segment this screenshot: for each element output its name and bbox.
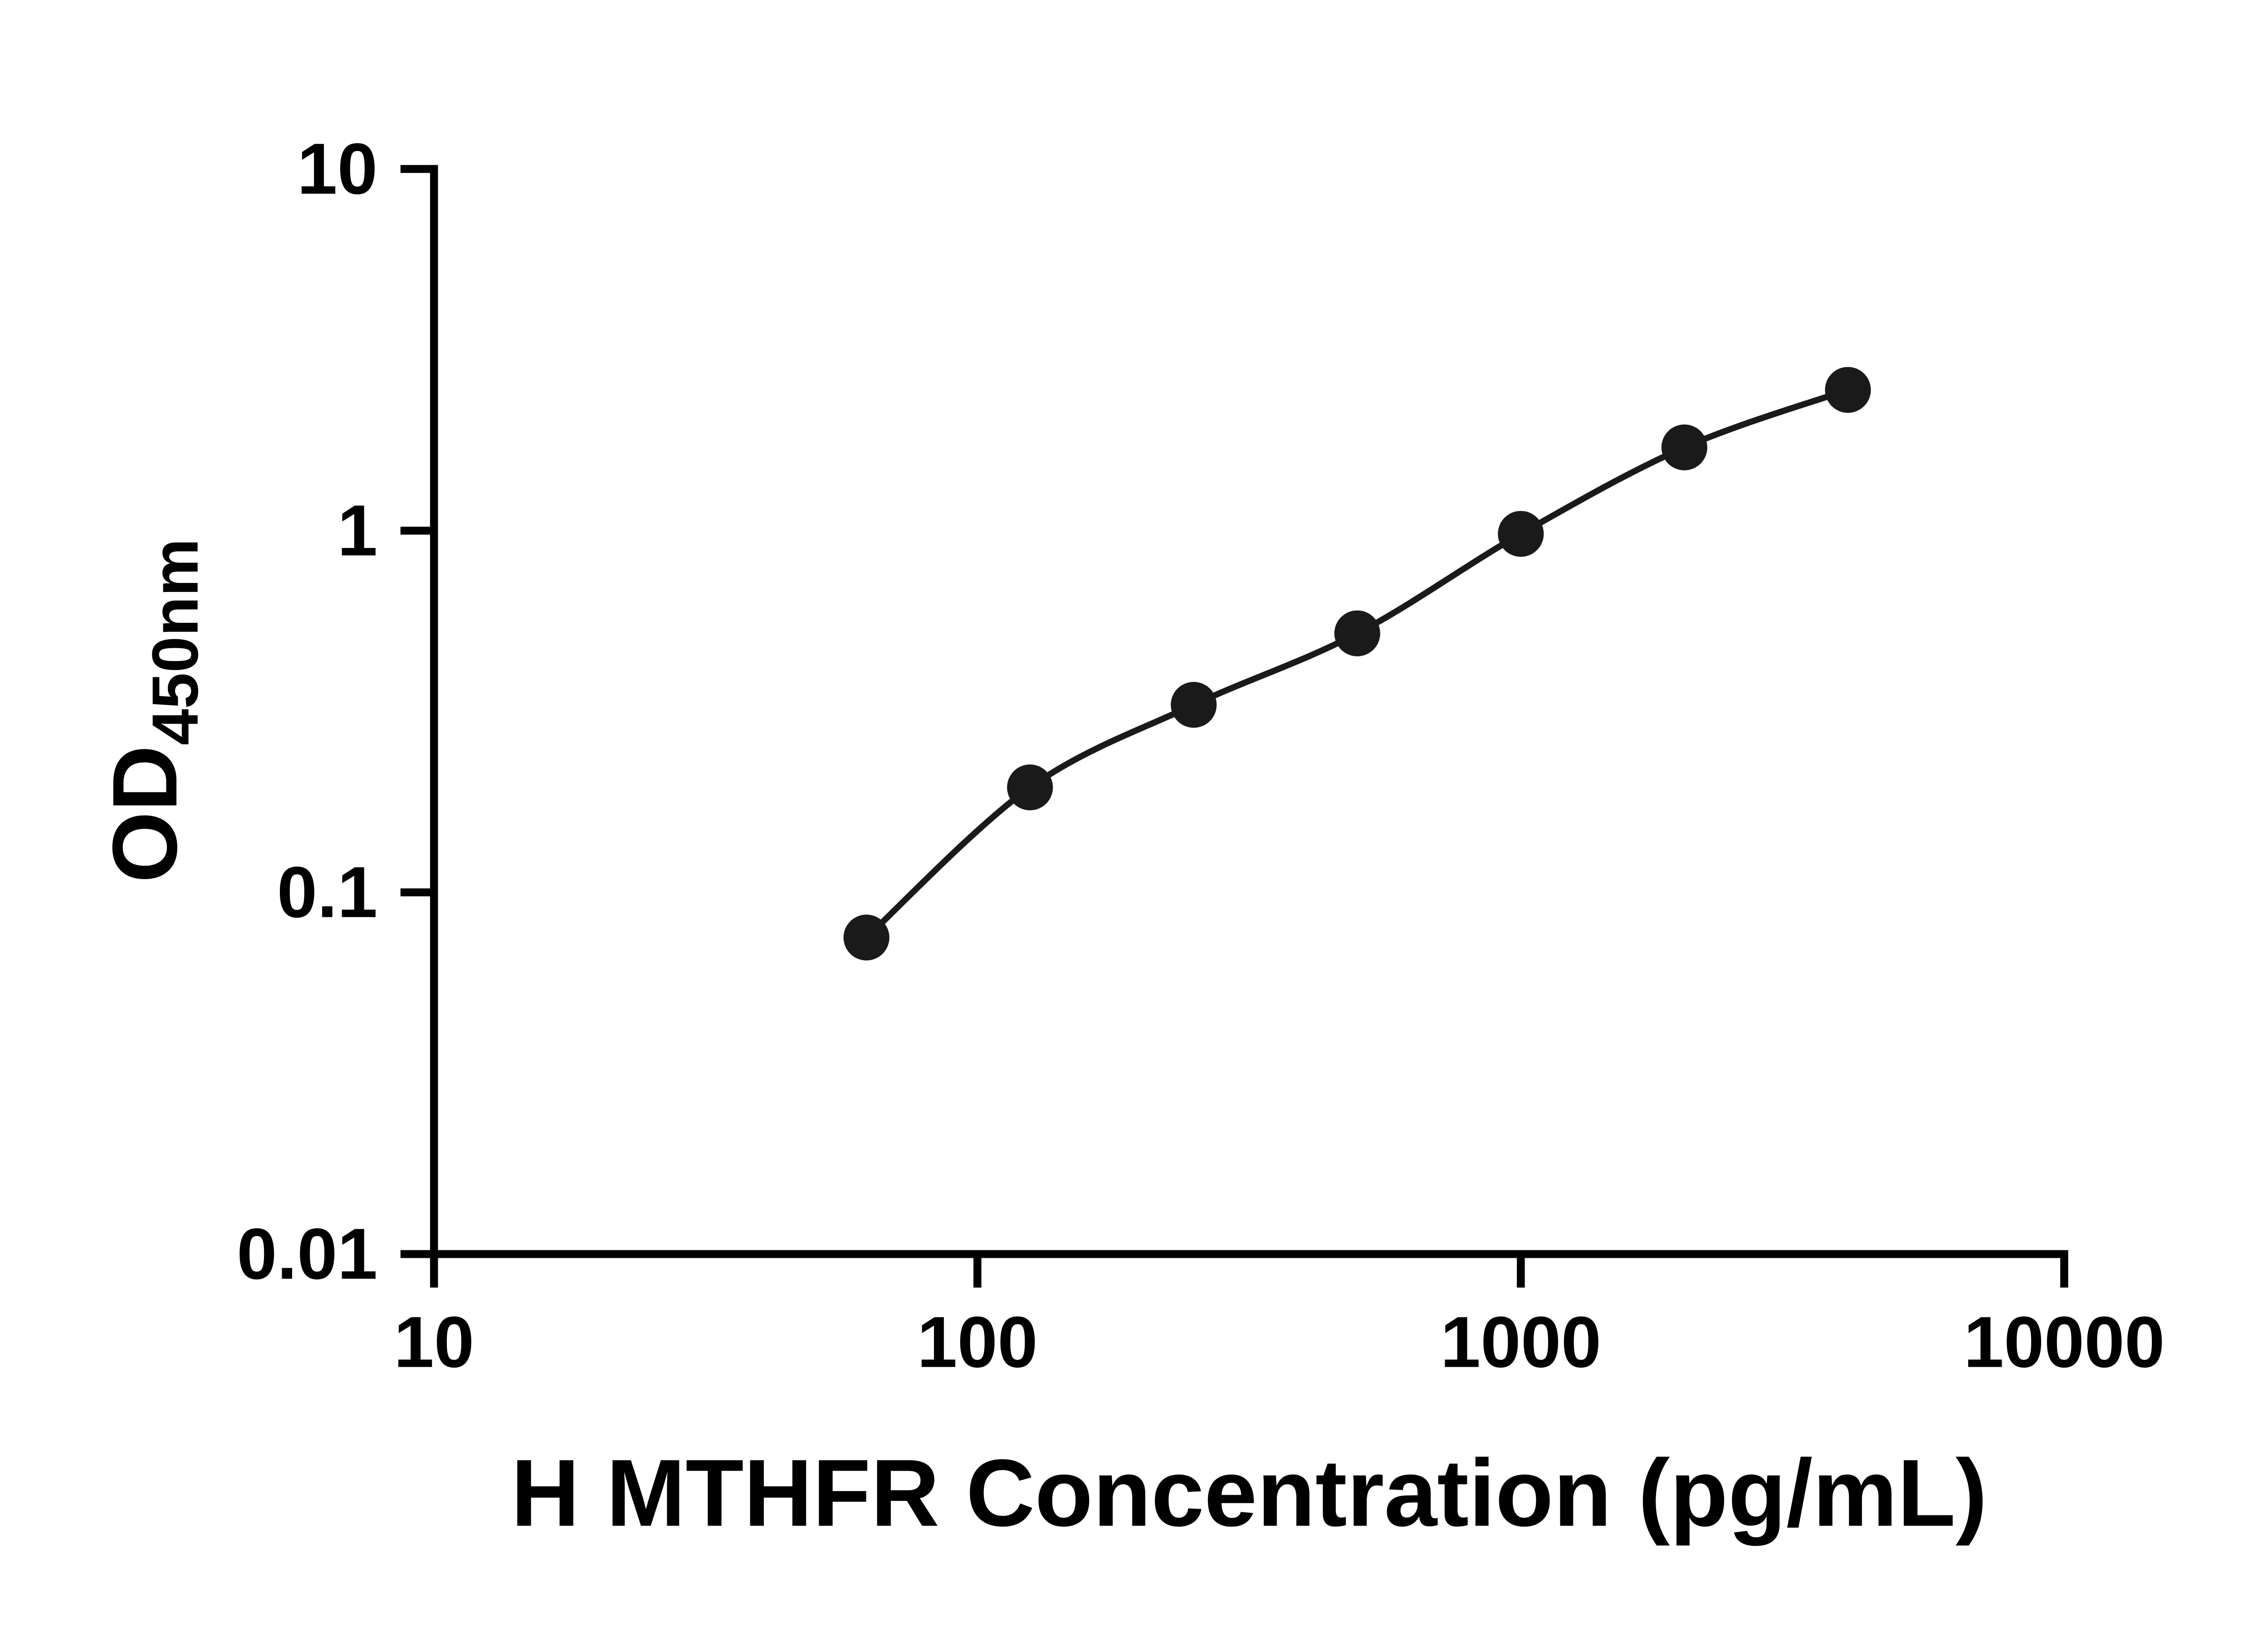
axis-spines (430, 165, 2068, 1258)
data-point (1661, 424, 1707, 470)
data-point (1171, 682, 1217, 728)
data-point (1498, 511, 1544, 557)
y-axis-title: OD450nm (93, 538, 212, 883)
y-tick-label: 0.01 (237, 1213, 377, 1294)
data-point (1825, 367, 1871, 413)
x-tick-label: 1000 (1440, 1302, 1601, 1383)
y-tick-label: 1 (337, 490, 378, 571)
data-point (1007, 764, 1053, 811)
axis-tick-labels: 10 100 1000 10000 0.01 0.1 1 10 (237, 128, 2165, 1383)
y-axis-title-subscript: 450nm (139, 538, 212, 745)
y-tick-label: 0.1 (277, 852, 378, 933)
x-axis-title: H MTHFR Concentration (pg/mL) (511, 1440, 1987, 1546)
y-axis-title-main: OD (93, 745, 196, 883)
standard-curve-line (864, 387, 1849, 940)
data-point (1334, 610, 1380, 656)
x-tick-label: 10 (394, 1302, 474, 1383)
x-tick-label: 10000 (1964, 1302, 2165, 1383)
axis-ticks (400, 165, 2068, 1288)
data-series (843, 367, 1871, 961)
x-tick-label: 100 (917, 1302, 1038, 1383)
data-point (843, 914, 890, 961)
axes (430, 165, 2068, 1258)
y-tick-label: 10 (297, 128, 377, 209)
